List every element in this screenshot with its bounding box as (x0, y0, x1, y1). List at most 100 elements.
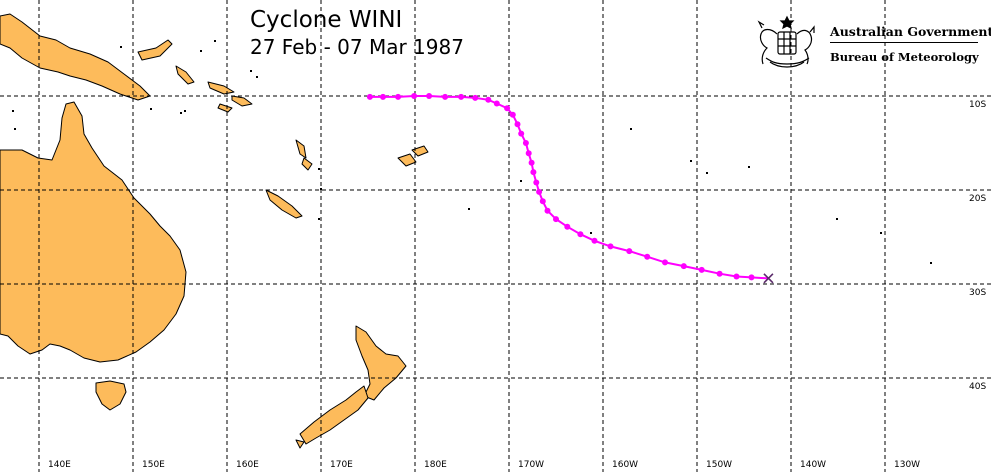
lon-label: 180E (424, 460, 447, 470)
lon-label-bg (610, 457, 642, 469)
islet (250, 70, 252, 72)
lon-label-bg (704, 457, 736, 469)
track-point (716, 270, 723, 277)
lon-label: 160E (236, 460, 259, 470)
track-point (577, 231, 584, 238)
land-new-guinea (0, 13, 151, 101)
land-solomons-2 (231, 95, 253, 107)
land-nz-north (355, 325, 407, 401)
lat-label: 40S (969, 382, 986, 392)
graticule-labels: 140E 150E 160E 170E 180E 170W 160W 150W 140W 130W… (46, 97, 990, 470)
track-point (493, 100, 500, 107)
lat-label-bg (966, 97, 990, 109)
track-point (380, 93, 386, 100)
lon-label: 170E (330, 460, 353, 470)
lat-label: 30S (969, 288, 986, 298)
islet (880, 232, 882, 234)
logo-divider (830, 42, 978, 43)
lon-label: 160W (612, 460, 638, 470)
land-australia (0, 101, 187, 363)
islet (630, 128, 632, 130)
land-nz-south (299, 385, 369, 445)
track-point (553, 216, 559, 223)
islet (184, 110, 186, 112)
track-point (748, 274, 755, 281)
lon-label-bg (892, 457, 924, 469)
track-point (544, 207, 551, 214)
track-point (426, 93, 433, 99)
track-point (733, 273, 740, 280)
track-point (411, 93, 418, 99)
islet (468, 208, 470, 210)
islet (256, 76, 258, 78)
islet (690, 160, 692, 162)
land-solomons-3 (217, 103, 233, 113)
lon-label-bg (422, 457, 454, 469)
track-point (564, 223, 571, 230)
islet (318, 168, 320, 170)
track-point (539, 198, 546, 205)
track-point (607, 243, 614, 250)
islet (120, 46, 122, 48)
track-point (591, 237, 598, 244)
islet (590, 232, 592, 234)
land-bougainville (175, 65, 195, 85)
islet (214, 40, 216, 42)
lon-label-bg (140, 457, 172, 469)
lon-label-bg (798, 457, 830, 469)
lon-label-bg (234, 457, 266, 469)
lon-label: 170W (518, 460, 544, 470)
track-point (485, 96, 492, 103)
track-point (509, 111, 516, 118)
track-point (533, 179, 540, 186)
map-title: Cyclone WINI (250, 7, 403, 33)
lon-label: 130W (894, 460, 920, 470)
lon-label-bg (46, 457, 78, 469)
agency-line1: Australian Government (830, 24, 991, 39)
track-point (525, 150, 532, 157)
land-vanuatu-2 (301, 157, 313, 171)
lon-label: 150W (706, 460, 732, 470)
islet (200, 50, 202, 52)
land-new-caledonia (265, 189, 303, 219)
land-vanuatu-1 (295, 139, 307, 159)
track-point (366, 93, 373, 100)
land-fiji-2 (411, 145, 429, 157)
track-point (528, 159, 535, 166)
islet (12, 110, 14, 112)
lat-label: 10S (969, 100, 986, 110)
land-stewart-island (295, 439, 305, 449)
lat-label-bg (966, 191, 990, 203)
lon-label-bg (328, 457, 360, 469)
title-block: Cyclone WINI 27 Feb - 07 Mar 1987 (250, 6, 464, 60)
lat-label-bg (966, 285, 990, 297)
track-point (530, 169, 537, 176)
track-point (518, 130, 525, 137)
lon-label: 150E (142, 460, 165, 470)
track-point (644, 253, 651, 260)
lon-label: 140W (800, 460, 826, 470)
lon-label: 140E (48, 460, 71, 470)
land-fiji-1 (397, 153, 417, 167)
track-point (662, 259, 668, 266)
track-point (504, 105, 511, 112)
track-end-marker (763, 273, 774, 284)
lat-label: 20S (969, 194, 986, 204)
agency-logo: Australian Government Bureau of Meteorol… (750, 14, 991, 74)
lon-label-bg (516, 457, 548, 469)
land-masses (0, 13, 932, 449)
track-point (536, 188, 543, 195)
cyclone-track (366, 93, 774, 284)
islet (930, 262, 932, 264)
track-point (680, 263, 687, 270)
track-point (472, 94, 479, 101)
map-subtitle: 27 Feb - 07 Mar 1987 (250, 35, 464, 59)
track-point (458, 93, 465, 100)
track-point (698, 266, 705, 273)
islet (520, 180, 522, 182)
islet (748, 166, 750, 168)
track-point (442, 93, 449, 100)
islet (318, 218, 320, 220)
